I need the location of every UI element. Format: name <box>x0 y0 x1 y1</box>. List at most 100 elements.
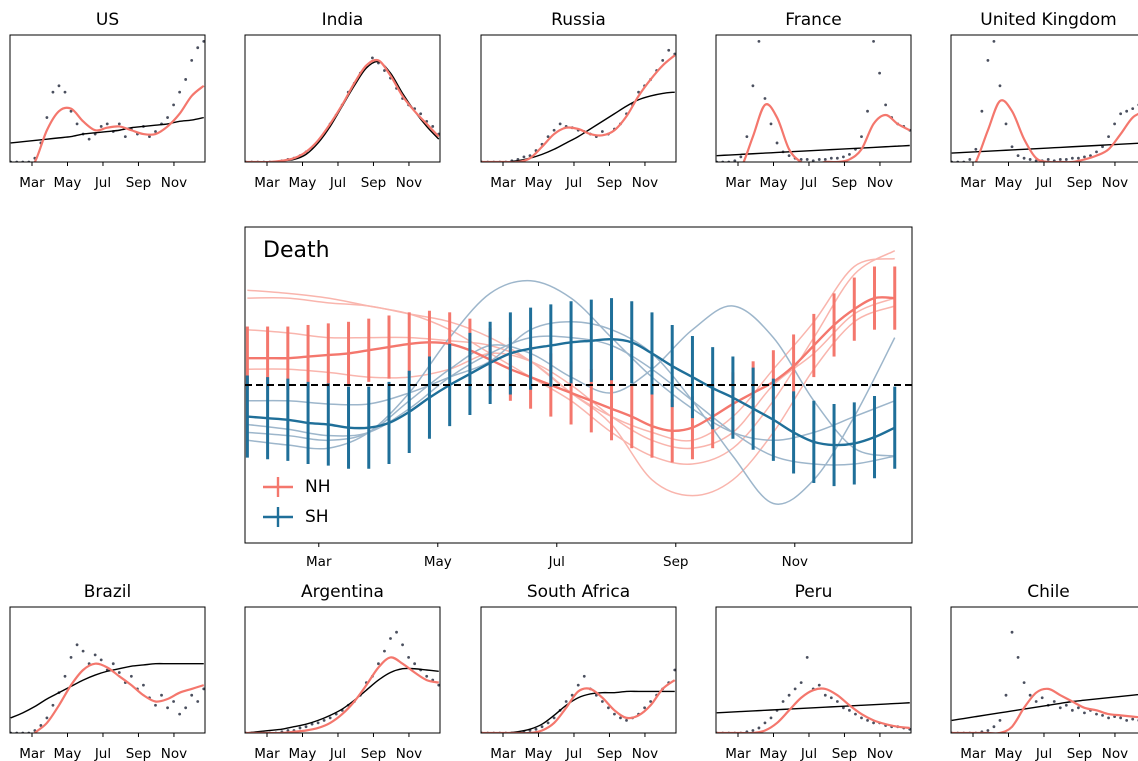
plot-area <box>245 630 440 733</box>
x-tick-label: Nov <box>632 175 658 191</box>
curve <box>481 690 675 733</box>
data-point <box>431 125 435 128</box>
data-point <box>1028 158 1032 161</box>
data-point <box>745 135 749 139</box>
data-point <box>829 156 833 160</box>
panel-frame <box>715 606 912 734</box>
data-point <box>793 687 797 691</box>
data-point <box>407 656 410 659</box>
panel: Mar May Jul Sep Nov Death NH SH <box>244 226 913 570</box>
data-point <box>1070 708 1074 712</box>
data-point <box>304 725 308 729</box>
data-point <box>570 693 574 697</box>
x-tick-label: May <box>525 746 553 761</box>
data-point <box>848 708 851 712</box>
data-point <box>1089 154 1092 158</box>
data-point <box>148 135 151 139</box>
data-point <box>769 122 773 126</box>
data-point <box>1119 112 1123 116</box>
data-point <box>522 155 526 159</box>
x-tick-label: Jul <box>94 175 111 191</box>
data-point <box>383 649 386 653</box>
data-point <box>99 125 103 128</box>
data-point <box>1064 703 1068 707</box>
data-point <box>1022 681 1026 684</box>
x-tick-label: Mar <box>725 175 751 191</box>
country-line <box>247 279 896 450</box>
data-point <box>123 135 127 139</box>
panel-frame <box>9 34 206 163</box>
curve <box>10 116 204 144</box>
data-point <box>613 712 616 716</box>
x-tick-label: Sep <box>597 175 622 191</box>
data-point <box>1028 693 1032 697</box>
data-point <box>606 706 610 710</box>
x-tick-label: Mar <box>254 746 280 761</box>
curve <box>245 656 439 733</box>
data-point <box>661 59 665 62</box>
data-point <box>775 141 779 145</box>
data-point <box>757 39 761 43</box>
data-point <box>1076 156 1080 160</box>
data-point <box>619 716 622 720</box>
plot-area <box>245 250 912 505</box>
data-point <box>377 662 380 666</box>
data-point <box>763 721 767 725</box>
x-tick-label: Nov <box>161 175 187 191</box>
data-point <box>817 158 821 161</box>
x-tick-label: Sep <box>663 554 688 570</box>
curve <box>481 54 676 162</box>
data-point <box>986 729 990 732</box>
data-point <box>154 130 157 133</box>
data-point <box>649 700 653 703</box>
chart-title: Peru <box>795 582 833 602</box>
plot-area <box>10 643 205 733</box>
data-point <box>196 700 200 703</box>
data-point <box>57 84 61 88</box>
data-point <box>51 703 55 707</box>
curve <box>33 84 205 162</box>
x-tick-label: Sep <box>832 746 857 761</box>
data-point <box>1076 706 1080 710</box>
data-point <box>841 706 845 710</box>
data-point <box>1022 156 1026 160</box>
panel: Mar May Jul Sep Nov United Kingdom <box>950 10 1138 191</box>
data-point <box>178 90 182 94</box>
data-point <box>823 158 827 161</box>
data-point <box>196 46 200 50</box>
data-point <box>546 135 550 139</box>
data-point <box>1010 145 1014 149</box>
legend-label: NH <box>305 477 331 497</box>
chart-title: Chile <box>1027 582 1070 602</box>
data-point <box>829 696 833 700</box>
data-point <box>1083 711 1086 715</box>
x-tick-label: May <box>289 746 317 761</box>
curve <box>245 58 440 162</box>
data-point <box>763 97 767 100</box>
data-point <box>769 716 773 720</box>
x-tick-label: May <box>525 175 553 191</box>
chart-title: South Africa <box>527 582 630 602</box>
data-point <box>81 649 85 653</box>
x-tick-label: Sep <box>1067 175 1092 191</box>
data-point <box>117 671 121 674</box>
data-point <box>401 643 404 647</box>
data-point <box>1070 156 1074 160</box>
panel: Mar May Jul Sep Nov Russia <box>480 10 677 191</box>
data-point <box>576 683 580 687</box>
data-point <box>534 727 538 731</box>
data-point <box>1058 158 1062 161</box>
data-point <box>389 637 392 640</box>
x-tick-label: May <box>995 175 1023 191</box>
data-point <box>437 683 440 687</box>
data-point <box>787 154 791 158</box>
panel: Mar May Jul Sep Nov Brazil <box>9 582 206 761</box>
data-point <box>75 643 79 647</box>
data-point <box>322 719 326 722</box>
data-point <box>841 155 845 159</box>
data-point <box>142 683 145 687</box>
data-point <box>872 721 875 725</box>
panel-frame <box>480 606 677 734</box>
data-point <box>866 719 869 722</box>
